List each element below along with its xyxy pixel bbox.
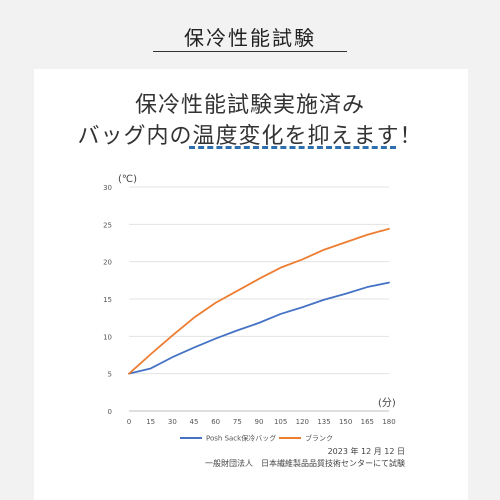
x-tick-label: 75 <box>233 418 242 426</box>
y-tick-label: 5 <box>108 371 112 379</box>
x-tick-label: 45 <box>190 418 199 426</box>
title-underline <box>153 51 347 52</box>
x-unit-label: (分) <box>378 397 396 409</box>
x-tick-label: 0 <box>127 418 131 426</box>
x-tick-label: 15 <box>146 418 155 426</box>
y-tick-label: 30 <box>103 184 112 192</box>
x-tick-label: 135 <box>317 418 330 426</box>
test-institution: 一般財団法人 日本繊維製品品質技術センターにて試験 <box>205 459 405 468</box>
y-tick-label: 10 <box>103 333 112 341</box>
page-title: 保冷性能試験 <box>184 26 316 50</box>
headline-line-1: 保冷性能試験実施済み <box>134 93 365 118</box>
x-tick-label: 165 <box>361 418 374 426</box>
dashed-underline <box>189 146 396 149</box>
y-tick-label: 25 <box>103 221 112 229</box>
y-tick-label: 15 <box>103 296 112 304</box>
test-date: 2023 年 12 月 12 日 <box>327 447 405 456</box>
x-tick-label: 60 <box>211 418 220 426</box>
content-panel <box>34 69 468 500</box>
x-tick-label: 105 <box>274 418 287 426</box>
legend-label: ブランク <box>305 434 333 443</box>
y-tick-label: 20 <box>103 259 112 267</box>
series-line <box>128 227 390 375</box>
legend-label: Posh Sack保冷バッグ <box>206 434 276 443</box>
series-line <box>128 281 390 375</box>
x-tick-label: 30 <box>168 418 177 426</box>
y-unit-label: (℃) <box>118 174 137 185</box>
x-tick-label: 120 <box>296 418 309 426</box>
x-tick-label: 180 <box>382 418 395 426</box>
headline-line-2: バッグ内の温度変化を抑えます！ <box>77 124 423 149</box>
x-tick-label: 150 <box>339 418 352 426</box>
y-tick-label: 0 <box>108 408 112 416</box>
x-tick-label: 90 <box>255 418 264 426</box>
